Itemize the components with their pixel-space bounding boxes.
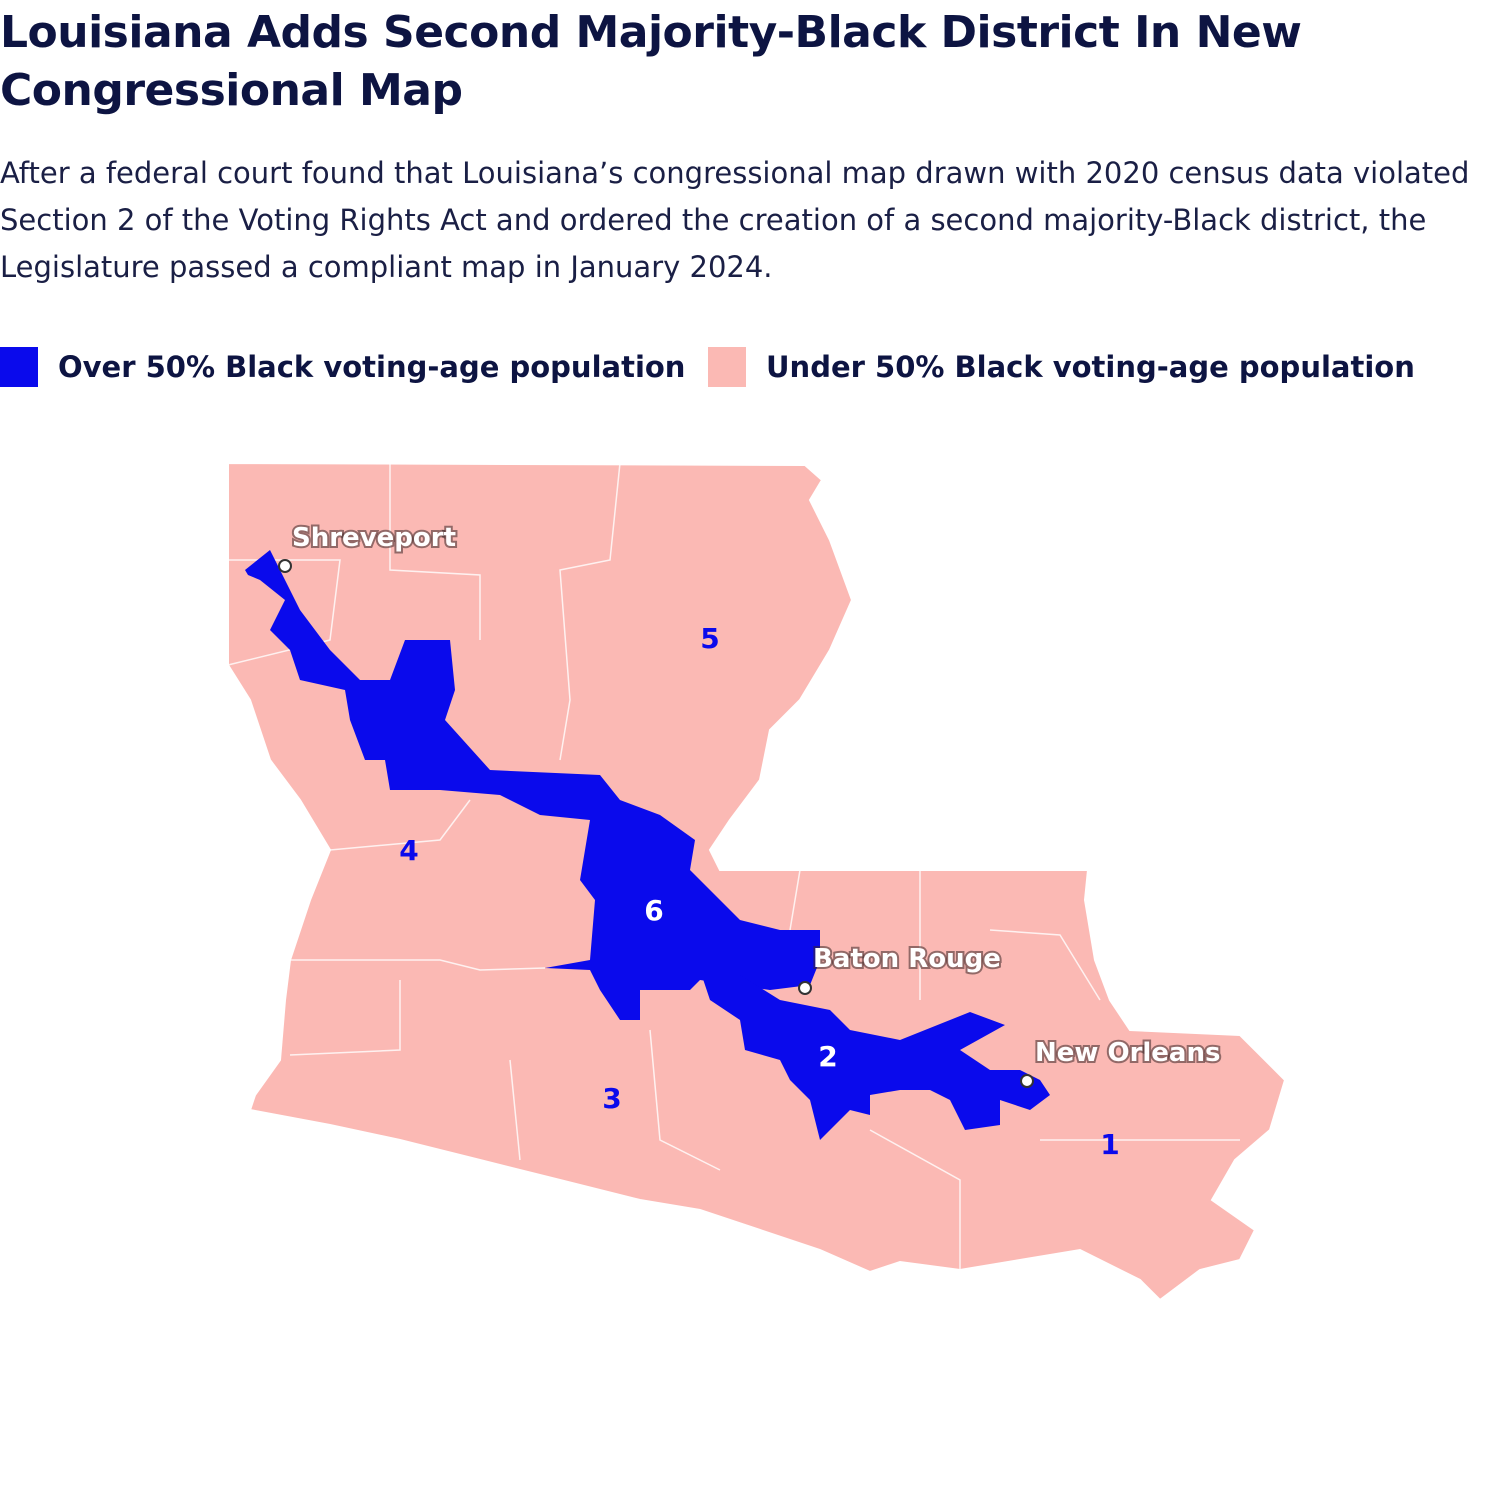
- state-shape: [227, 461, 1287, 1302]
- legend-entry: Under 50% Black voting-age population: [708, 347, 1415, 387]
- city-marker: [1020, 1074, 1034, 1088]
- legend-label: Over 50% Black voting-age population: [58, 350, 686, 384]
- city-label: Shreveport: [292, 523, 456, 553]
- map: Shreveport Baton Rouge New Orleans 1 2 3 4 5 6: [227, 461, 1287, 1302]
- title: Louisiana Adds Second Majority-Black Dis…: [0, 7, 1302, 116]
- district-label: 2: [818, 1040, 837, 1073]
- city-label: Baton Rouge: [813, 944, 1001, 974]
- city-label: New Orleans: [1035, 1038, 1220, 1068]
- legend-entry: Over 50% Black voting-age population: [0, 347, 685, 387]
- district-6-shape: [245, 550, 820, 1020]
- district-label: 6: [644, 894, 663, 927]
- legend-swatch: [0, 347, 38, 387]
- legend-swatch: [708, 347, 746, 387]
- city-marker: [278, 559, 292, 573]
- district-label: 1: [1100, 1128, 1119, 1161]
- district-label: 4: [399, 834, 418, 867]
- subtitle: After a federal court found that Louisia…: [0, 156, 1470, 284]
- district-label: 3: [602, 1082, 621, 1115]
- legend-label: Under 50% Black voting-age population: [766, 350, 1415, 384]
- city-marker: [798, 981, 812, 995]
- district-label: 5: [700, 622, 719, 655]
- parish-lines: [227, 462, 1240, 1270]
- district-2-shape: [700, 970, 1050, 1140]
